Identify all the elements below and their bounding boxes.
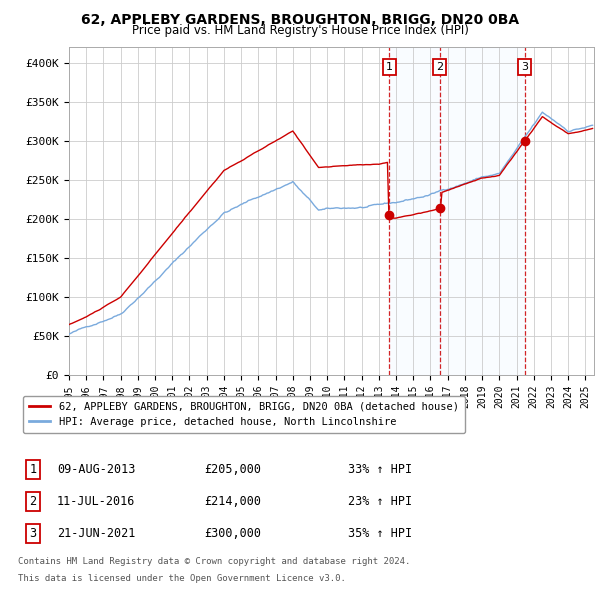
Text: 62, APPLEBY GARDENS, BROUGHTON, BRIGG, DN20 0BA: 62, APPLEBY GARDENS, BROUGHTON, BRIGG, D… [81, 13, 519, 27]
Bar [389, 47, 440, 375]
Text: 09-AUG-2013: 09-AUG-2013 [57, 463, 136, 476]
Text: 21-JUN-2021: 21-JUN-2021 [57, 527, 136, 540]
Text: This data is licensed under the Open Government Licence v3.0.: This data is licensed under the Open Gov… [18, 574, 346, 583]
Text: 1: 1 [29, 463, 37, 476]
Text: 23% ↑ HPI: 23% ↑ HPI [348, 495, 412, 508]
Text: 2: 2 [29, 495, 37, 508]
Bar [440, 47, 524, 375]
Text: 2: 2 [436, 62, 443, 72]
Text: £214,000: £214,000 [204, 495, 261, 508]
Text: £300,000: £300,000 [204, 527, 261, 540]
Text: 3: 3 [521, 62, 528, 72]
Text: 33% ↑ HPI: 33% ↑ HPI [348, 463, 412, 476]
Text: 1: 1 [386, 62, 393, 72]
Text: 3: 3 [29, 527, 37, 540]
Text: £205,000: £205,000 [204, 463, 261, 476]
Text: 35% ↑ HPI: 35% ↑ HPI [348, 527, 412, 540]
Text: Price paid vs. HM Land Registry's House Price Index (HPI): Price paid vs. HM Land Registry's House … [131, 24, 469, 37]
Text: Contains HM Land Registry data © Crown copyright and database right 2024.: Contains HM Land Registry data © Crown c… [18, 558, 410, 566]
Legend: 62, APPLEBY GARDENS, BROUGHTON, BRIGG, DN20 0BA (detached house), HPI: Average p: 62, APPLEBY GARDENS, BROUGHTON, BRIGG, D… [23, 396, 465, 433]
Text: 11-JUL-2016: 11-JUL-2016 [57, 495, 136, 508]
